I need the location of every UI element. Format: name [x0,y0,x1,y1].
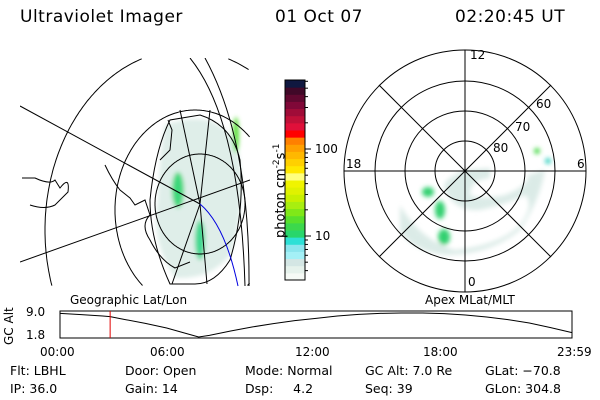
colorbar-swatch [285,187,305,195]
date-label: 01 Oct 07 [275,7,363,27]
colorbar-swatch [285,130,305,138]
colorbar-tick-10: 10 [315,229,331,243]
latitude-circles [44,58,250,286]
y-tick-max: 9.0 [26,305,46,319]
door-info: Door: Open [125,363,197,378]
lat-label-60: 60 [536,97,552,111]
colorbar-swatch [285,251,305,260]
colorbar-swatch [285,244,305,252]
colorbar-tick-100: 100 [315,142,338,156]
seq-info: Seq: 39 [365,381,413,396]
instrument-title: Ultraviolet Imager [20,7,183,27]
colorbar-swatch [285,272,305,281]
colorbar-swatch [285,230,305,238]
colorbar-swatch [285,108,305,117]
polar-map-label: Apex MLat/MLT [425,293,515,307]
time-label: 02:20:45 UT [455,7,566,27]
colorbar-swatch [285,158,305,167]
colorbar-swatch [285,151,305,160]
colorbar-swatch [285,137,305,145]
latitude-circle [114,109,250,286]
colorbar-swatch [285,258,305,267]
aurora-image-polar [400,148,551,255]
colorbar-swatch [285,87,305,95]
mlt-label-12: 12 [470,48,486,62]
colorbar-swatch [285,115,305,124]
colorbar-swatch [285,144,305,152]
colorbar-swatch [285,101,305,110]
colorbar-swatch [285,194,305,202]
coastline [22,177,69,208]
colorbar-swatch [285,80,305,88]
lat-label-70: 70 [515,120,531,134]
colorbar-swatch [285,265,305,274]
x-tick-4: 23:59 [557,345,592,359]
mlt-label-0: 0 [468,275,476,289]
colorbar-swatch [285,180,305,188]
lat-label-80: 80 [493,141,509,155]
mlt-label-6: 6 [577,157,585,171]
colorbar-swatch [285,222,305,231]
glon-info: GLon: 304.8 [485,381,561,396]
colorbar-swatch [285,122,305,131]
latitude-circle [44,58,142,286]
altitude-line [59,312,573,338]
gc-alt-info: GC Alt: 7.0 Re [365,363,453,378]
image-boundary [149,114,242,285]
x-tick-2: 12:00 [295,345,330,359]
glat-info: GLat: −70.8 [485,363,561,378]
colorbar-swatch [285,208,305,217]
y-tick-min: 1.8 [26,328,46,342]
colorbar-swatch [285,201,305,210]
ip-info: IP: 36.0 [10,381,58,396]
colorbar-swatch [285,165,305,174]
x-tick-3: 18:00 [423,345,458,359]
latitude-circle [228,58,249,71]
plot-frame [59,310,573,339]
colorbar-swatch [285,215,305,224]
geo-map-label: Geographic Lat/Lon [70,293,188,307]
mode-info: Mode: Normal [245,363,333,378]
colorbar-swatch [285,237,305,245]
colorbar-swatch [285,94,305,102]
x-tick-0: 00:00 [40,345,75,359]
colorbar-swatch [285,172,305,181]
latitude-circle [154,153,246,255]
dsp-info: Dsp: 4.2 [245,381,314,396]
filter-info: Flt: LBHL [10,363,66,378]
gain-info: Gain: 14 [125,381,178,396]
coastline [104,164,191,269]
mlt-label-18: 18 [346,157,362,171]
x-tick-1: 06:00 [150,345,185,359]
